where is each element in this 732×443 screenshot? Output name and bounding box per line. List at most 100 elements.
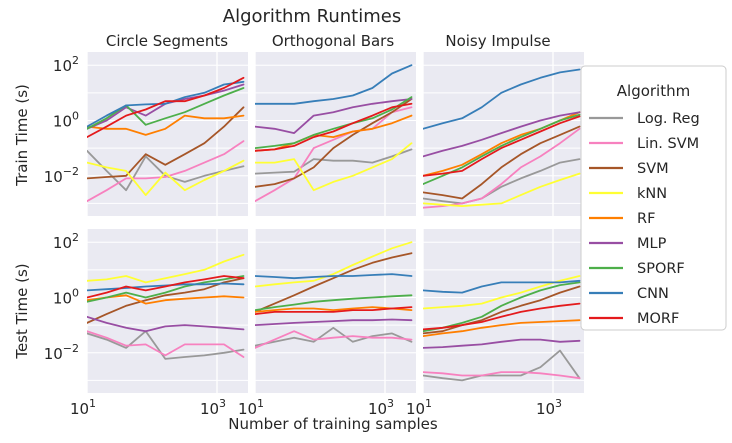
series-line-sporf	[255, 294, 413, 312]
y-tick-label: 100	[53, 109, 79, 130]
series-line-log-reg	[255, 326, 413, 347]
legend-label: Lin. SVM	[637, 136, 699, 152]
x-tick-label: 103	[368, 397, 394, 418]
series-line-knn	[87, 253, 245, 284]
series-group	[423, 68, 581, 209]
x-tick-label: 103	[536, 397, 562, 418]
series-line-knn	[87, 159, 245, 197]
series-line-lin-svm	[87, 330, 245, 358]
series-line-svm	[423, 285, 581, 335]
series-line-lin-svm	[87, 140, 245, 203]
panel-title-circle-segments: Circle Segments	[106, 32, 228, 50]
series-line-svm	[255, 252, 413, 313]
legend-item-morf: MORF	[589, 311, 679, 327]
series-line-rf	[87, 114, 245, 136]
series-line-knn	[255, 142, 413, 192]
series-line-cnn	[423, 279, 581, 294]
x-tick-label: 103	[200, 397, 226, 418]
series-line-cnn	[255, 273, 413, 280]
panel-background	[423, 52, 584, 216]
legend-label: MLP	[637, 236, 667, 252]
series-line-sporf	[255, 96, 413, 150]
legend-label: RF	[637, 211, 655, 227]
panel-title-orthogonal-bars: Orthogonal Bars	[272, 32, 395, 50]
series-line-rf	[423, 319, 581, 338]
panel-circle-segments-test: 10−2 100 102 101 103	[44, 229, 248, 418]
panel-title-noisy-impulse: Noisy Impulse	[445, 32, 550, 50]
series-line-knn	[423, 172, 581, 208]
legend-title: Algorithm	[617, 82, 690, 100]
panel-background	[87, 229, 248, 393]
x-tick-label: 101	[238, 397, 264, 418]
x-tick-label: 101	[406, 397, 432, 418]
legend-label: SVM	[637, 161, 669, 177]
panel-orthogonal-bars-test: 101 103	[238, 229, 416, 418]
y-tick-label: 10−2	[44, 342, 79, 363]
y-tick-label: 100	[53, 286, 79, 307]
series-line-sporf	[87, 275, 245, 303]
panel-noisy-impulse-test: 101 103	[406, 229, 584, 418]
series-line-lin-svm	[423, 371, 581, 380]
ylabel-train-time: Train Time (s)	[13, 84, 31, 187]
series-line-morf	[87, 275, 245, 299]
legend-item-sporf: SPORF	[589, 261, 685, 277]
panel-noisy-impulse-train	[422, 52, 584, 216]
series-line-mlp	[255, 98, 413, 135]
series-line-log-reg	[87, 330, 245, 360]
series-group	[255, 64, 413, 203]
x-tick-label: 101	[70, 397, 96, 418]
legend-item-cnn: CNN	[589, 286, 669, 302]
series-line-morf	[423, 302, 581, 331]
series-line-svm	[255, 98, 413, 188]
series-line-morf	[87, 76, 245, 139]
xlabel: Number of training samples	[228, 415, 438, 433]
series-line-cnn	[87, 282, 245, 292]
series-line-log-reg	[255, 148, 413, 175]
legend-label: MORF	[637, 311, 679, 327]
series-line-knn	[255, 241, 413, 288]
legend-item-mlp: MLP	[589, 236, 667, 252]
series-line-morf	[255, 306, 413, 316]
y-tick-label: 102	[53, 231, 79, 252]
series-group	[87, 76, 245, 203]
series-line-morf	[255, 102, 413, 152]
y-tick-label: 10−2	[44, 165, 79, 186]
series-line-lin-svm	[255, 106, 413, 203]
legend-frame	[580, 65, 727, 331]
series-line-morf	[423, 115, 581, 177]
legend-item-lin-svm: Lin. SVM	[589, 136, 699, 152]
panel-grid: 10−2 100 102 10−2 100 102 101 103 101 103 101 103	[44, 52, 584, 418]
series-line-lin-svm	[255, 330, 413, 349]
panel-circle-segments-train: 10−2 100 102	[44, 52, 248, 216]
panel-background	[87, 52, 248, 216]
series-line-mlp	[423, 338, 581, 349]
y-tick-label: 102	[53, 54, 79, 75]
series-line-log-reg	[423, 158, 581, 205]
series-group	[423, 275, 581, 382]
series-line-mlp	[423, 111, 581, 158]
legend-item-svm: SVM	[589, 161, 669, 177]
legend-label: SPORF	[637, 261, 685, 277]
series-line-svm	[423, 125, 581, 200]
series-line-cnn	[87, 80, 245, 128]
series-line-svm	[87, 106, 245, 180]
series-group	[87, 253, 245, 360]
panel-background	[255, 52, 416, 216]
legend-item-knn: kNN	[589, 186, 667, 202]
ylabel-test-time: Test Time (s)	[13, 263, 31, 359]
legend-label: kNN	[637, 186, 667, 202]
series-group	[255, 241, 413, 349]
series-line-cnn	[423, 68, 581, 130]
series-line-cnn	[255, 64, 413, 105]
series-line-mlp	[87, 315, 245, 333]
legend-item-rf: RF	[589, 211, 655, 227]
legend-label: Log. Reg	[637, 111, 700, 127]
series-line-mlp	[255, 318, 413, 327]
series-line-rf	[255, 306, 413, 313]
panel-orthogonal-bars-train	[254, 52, 416, 216]
legend-item-log-reg: Log. Reg	[589, 111, 700, 127]
series-line-sporf	[87, 87, 245, 130]
legend-label: CNN	[637, 286, 669, 302]
legend: Algorithm Log. Reg Lin. SVM SVM kNN RF MLP SPOR…	[580, 65, 727, 331]
